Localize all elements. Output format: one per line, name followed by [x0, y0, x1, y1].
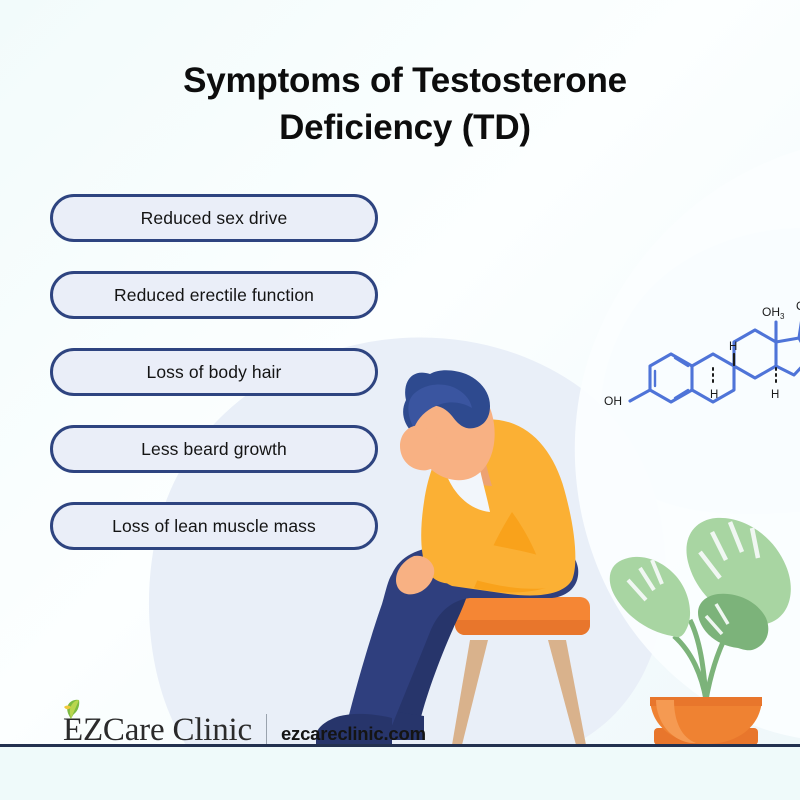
- site-url[interactable]: ezcareclinic.com: [280, 722, 426, 744]
- molecule-label-h-lower-right: H: [771, 389, 779, 401]
- symptom-pill-loss-of-lean-muscle-mass[interactable]: Loss of lean muscle mass: [50, 502, 378, 550]
- symptom-pill-reduced-erectile-function[interactable]: Reduced erectile function: [50, 271, 378, 319]
- molecule-label-h-lower-left: H: [710, 389, 718, 401]
- symptom-pill-loss-of-body-hair[interactable]: Loss of body hair: [50, 348, 378, 396]
- plant-icon: [609, 517, 791, 745]
- symptom-label: Loss of body hair: [146, 361, 282, 382]
- molecule-label-oh-left: OH: [604, 394, 622, 408]
- stool-icon: [452, 597, 590, 745]
- title-line-2: Deficiency (TD): [279, 107, 531, 147]
- symptom-label: Less beard growth: [141, 438, 287, 459]
- symptom-label: Loss of lean muscle mass: [112, 515, 316, 536]
- footer-divider: [265, 714, 267, 744]
- symptom-list: Reduced sex drive Reduced erectile funct…: [50, 194, 378, 579]
- symptom-pill-less-beard-growth[interactable]: Less beard growth: [50, 425, 378, 473]
- plant-leaf-left: [609, 556, 691, 638]
- leaf-icon: [64, 699, 80, 719]
- testosterone-molecule-icon: OH OH3 OH H H H: [604, 299, 800, 408]
- footer-band: [0, 747, 800, 800]
- molecule-label-oh-top-right: OH: [796, 299, 800, 313]
- page-title: Symptoms of Testosterone Deficiency (TD): [100, 58, 710, 151]
- symptom-label: Reduced sex drive: [140, 207, 288, 228]
- footer-branding: EZCare Clinic ezcareclinic.com: [38, 699, 426, 747]
- molecule-label-h-upper: H: [729, 341, 737, 353]
- molecule-label-oh3-top: OH3: [762, 305, 785, 321]
- symptom-pill-reduced-sex-drive[interactable]: Reduced sex drive: [50, 194, 378, 242]
- symptom-label: Reduced erectile function: [114, 284, 314, 305]
- title-line-1: Symptoms of Testosterone: [183, 61, 627, 100]
